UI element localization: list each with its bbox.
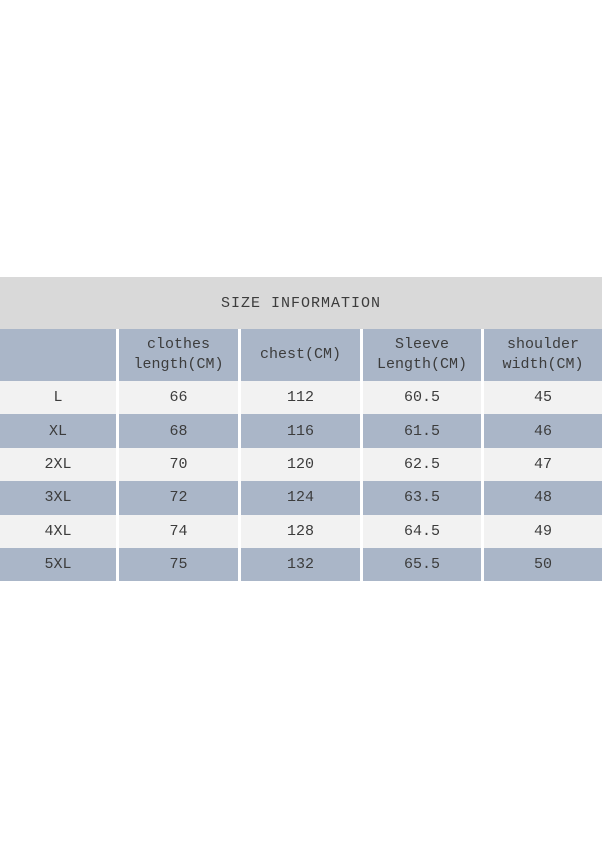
size-cell: L xyxy=(0,381,116,415)
table-title: SIZE INFORMATION xyxy=(220,294,382,312)
table-row: 4XL 74 128 64.5 49 xyxy=(0,514,602,548)
value-cell: 132 xyxy=(241,547,360,582)
header-cell-size xyxy=(0,329,116,381)
value-cell: 112 xyxy=(241,381,360,415)
value-cell: 75 xyxy=(119,547,238,582)
table-row: 2XL 70 120 62.5 47 xyxy=(0,447,602,482)
table-title-band: SIZE INFORMATION xyxy=(0,277,602,329)
header-cell-shoulder-width: shoulder width(CM) xyxy=(484,329,602,381)
table-header-row: clothes length(CM) chest(CM) Sleeve Leng… xyxy=(0,329,602,381)
value-cell: 46 xyxy=(484,414,602,448)
value-cell: 124 xyxy=(241,481,360,515)
size-cell: XL xyxy=(0,414,116,448)
value-cell: 68 xyxy=(119,414,238,448)
size-cell: 2XL xyxy=(0,447,116,482)
value-cell: 65.5 xyxy=(363,547,481,582)
table-row: L 66 112 60.5 45 xyxy=(0,381,602,415)
value-cell: 74 xyxy=(119,514,238,548)
value-cell: 50 xyxy=(484,547,602,582)
value-cell: 63.5 xyxy=(363,481,481,515)
value-cell: 62.5 xyxy=(363,447,481,482)
value-cell: 66 xyxy=(119,381,238,415)
table-row: XL 68 116 61.5 46 xyxy=(0,414,602,448)
value-cell: 45 xyxy=(484,381,602,415)
value-cell: 47 xyxy=(484,447,602,482)
table-row: 3XL 72 124 63.5 48 xyxy=(0,481,602,515)
value-cell: 128 xyxy=(241,514,360,548)
value-cell: 116 xyxy=(241,414,360,448)
value-cell: 61.5 xyxy=(363,414,481,448)
value-cell: 64.5 xyxy=(363,514,481,548)
value-cell: 72 xyxy=(119,481,238,515)
header-cell-clothes-length: clothes length(CM) xyxy=(119,329,238,381)
size-cell: 4XL xyxy=(0,514,116,548)
size-cell: 3XL xyxy=(0,481,116,515)
value-cell: 60.5 xyxy=(363,381,481,415)
table-row: 5XL 75 132 65.5 50 xyxy=(0,547,602,582)
value-cell: 70 xyxy=(119,447,238,482)
value-cell: 48 xyxy=(484,481,602,515)
value-cell: 120 xyxy=(241,447,360,482)
header-cell-sleeve-length: Sleeve Length(CM) xyxy=(363,329,481,381)
size-cell: 5XL xyxy=(0,547,116,582)
size-information-table: SIZE INFORMATION clothes length(CM) ches… xyxy=(0,277,602,582)
header-cell-chest: chest(CM) xyxy=(241,329,360,381)
value-cell: 49 xyxy=(484,514,602,548)
